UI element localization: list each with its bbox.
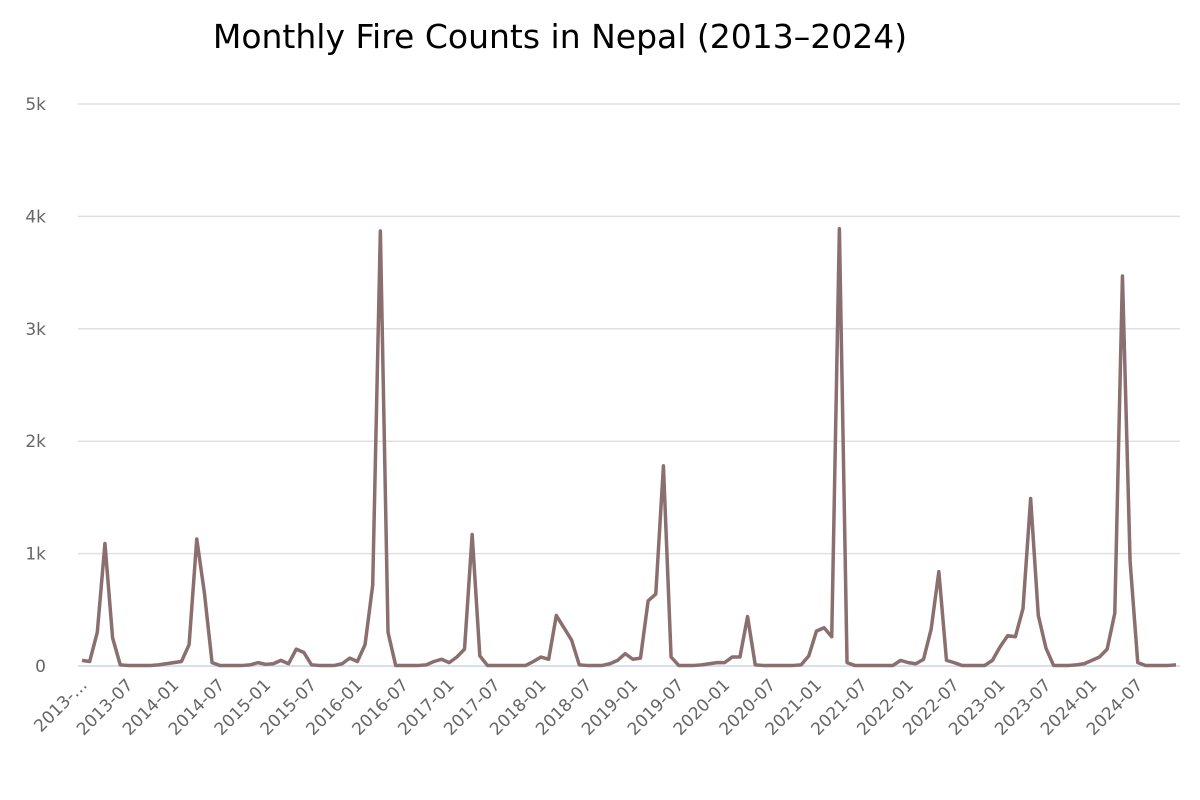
chart-title: Monthly Fire Counts in Nepal (2013–2024) <box>213 17 907 56</box>
series-line <box>81 227 1177 668</box>
y-tick-label: 3k <box>25 320 46 340</box>
y-tick-label: 5k <box>25 95 46 115</box>
y-tick-label: 4k <box>25 207 46 227</box>
y-tick-label: 1k <box>25 545 46 565</box>
y-tick-label: 2k <box>25 432 46 452</box>
y-tick-label: 0 <box>35 657 46 677</box>
